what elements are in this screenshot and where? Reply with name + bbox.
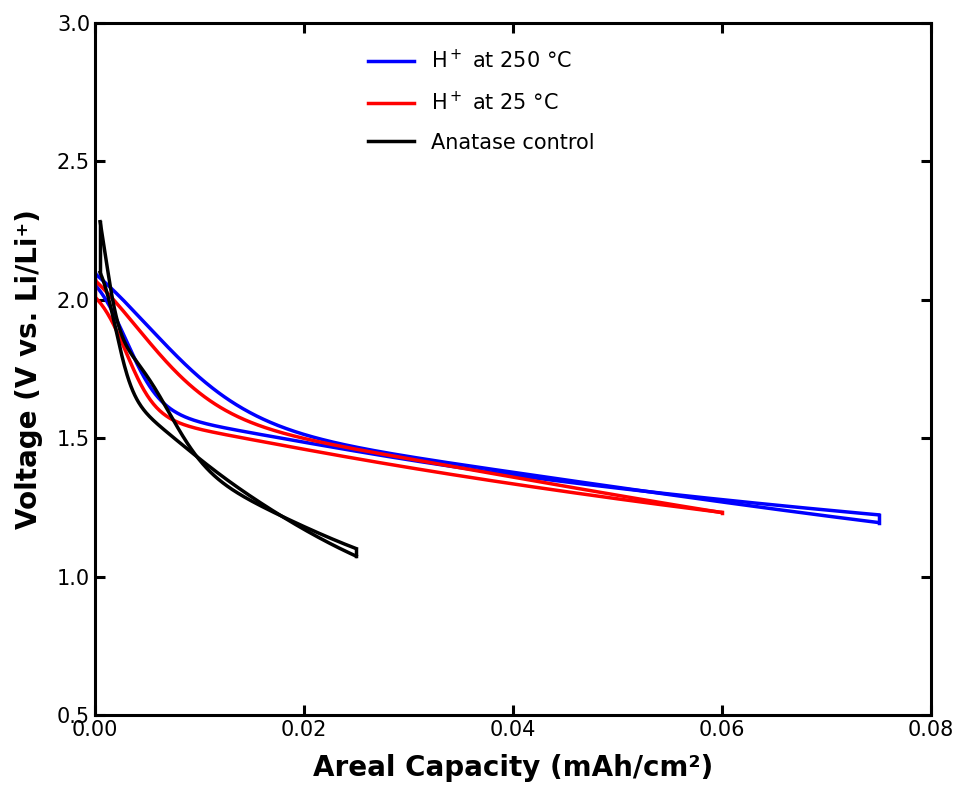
X-axis label: Areal Capacity (mAh/cm²): Areal Capacity (mAh/cm²) <box>313 754 713 782</box>
Y-axis label: Voltage (V vs. Li/Li⁺): Voltage (V vs. Li/Li⁺) <box>15 209 43 529</box>
Legend: H$^+$ at 250 °C, H$^+$ at 25 °C, Anatase control: H$^+$ at 250 °C, H$^+$ at 25 °C, Anatase… <box>360 41 603 161</box>
